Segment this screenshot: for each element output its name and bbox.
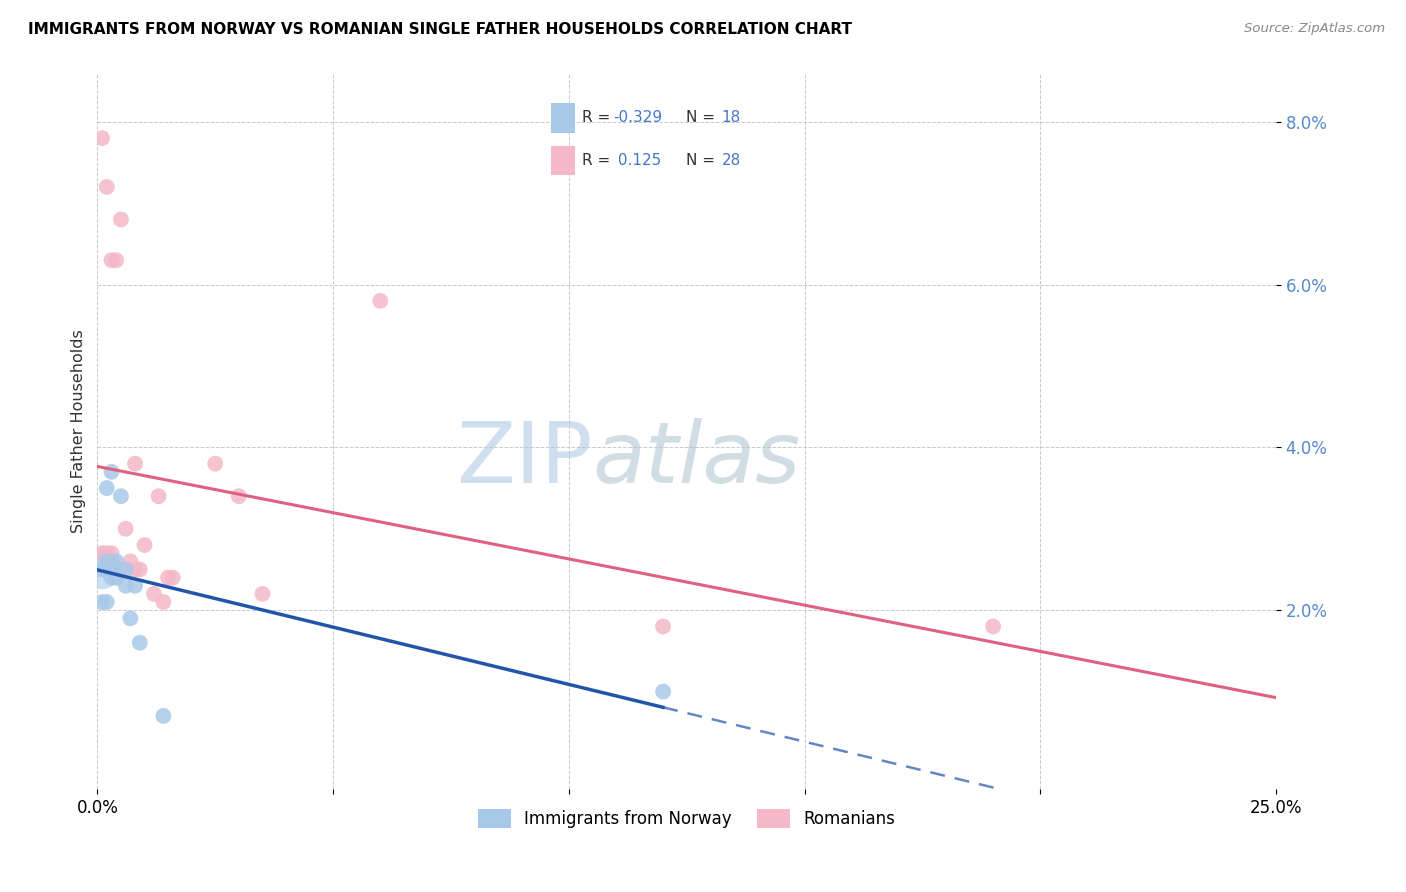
Point (96, 180, 118, 194)
Point (100, 554, 122, 568)
Point (128, 636, 150, 650)
Point (120, 611, 142, 625)
Point (96, 595, 118, 609)
Point (152, 709, 174, 723)
Point (124, 579, 146, 593)
Y-axis label: Single Father Households: Single Father Households (72, 329, 86, 533)
Point (142, 587, 165, 601)
Point (100, 562, 122, 576)
Point (652, 684, 675, 698)
Point (91, 562, 114, 576)
Point (114, 579, 136, 593)
Point (981, 619, 1004, 633)
Point (228, 489, 250, 503)
Point (110, 489, 132, 503)
Point (110, 212, 132, 227)
Text: Source: ZipAtlas.com: Source: ZipAtlas.com (1244, 22, 1385, 36)
Point (124, 562, 146, 576)
Point (91, 131, 114, 145)
Point (114, 522, 136, 536)
Point (96, 546, 118, 560)
Point (91, 546, 114, 560)
Point (100, 546, 122, 560)
Text: IMMIGRANTS FROM NORWAY VS ROMANIAN SINGLE FATHER HOUSEHOLDS CORRELATION CHART: IMMIGRANTS FROM NORWAY VS ROMANIAN SINGL… (28, 22, 852, 37)
Point (114, 562, 136, 576)
Point (134, 538, 156, 552)
Point (105, 571, 128, 585)
Point (100, 253, 122, 268)
Point (110, 562, 132, 576)
Point (120, 554, 142, 568)
Point (162, 571, 184, 585)
Point (96, 481, 118, 495)
Point (100, 571, 122, 585)
Point (91, 562, 114, 576)
Point (148, 489, 170, 503)
Legend: Immigrants from Norway, Romanians: Immigrants from Norway, Romanians (471, 802, 903, 835)
Point (100, 465, 122, 479)
Point (368, 293, 391, 308)
Point (105, 554, 128, 568)
Text: ZIP: ZIP (456, 418, 592, 501)
Text: atlas: atlas (592, 418, 800, 501)
Point (128, 562, 150, 576)
Point (204, 457, 226, 471)
Point (152, 595, 174, 609)
Point (91, 595, 114, 609)
Point (105, 571, 128, 585)
Point (96, 554, 118, 568)
Point (652, 619, 675, 633)
Point (252, 587, 274, 601)
Point (124, 457, 146, 471)
Point (157, 571, 180, 585)
Point (105, 253, 128, 268)
